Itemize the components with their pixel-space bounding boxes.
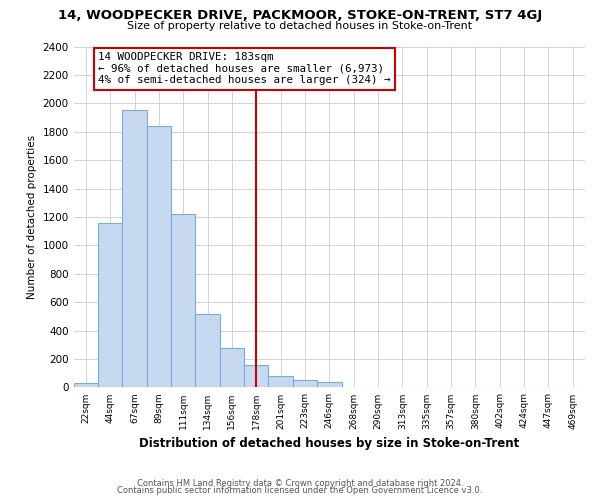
Bar — [220, 348, 244, 388]
Bar — [317, 382, 341, 388]
Text: Size of property relative to detached houses in Stoke-on-Trent: Size of property relative to detached ho… — [127, 21, 473, 31]
Bar — [74, 383, 98, 388]
Bar — [293, 380, 317, 388]
Bar — [196, 314, 220, 388]
Bar — [366, 386, 390, 388]
Text: 14, WOODPECKER DRIVE, PACKMOOR, STOKE-ON-TRENT, ST7 4GJ: 14, WOODPECKER DRIVE, PACKMOOR, STOKE-ON… — [58, 9, 542, 22]
Bar — [341, 386, 366, 388]
Bar — [98, 222, 122, 388]
Text: Contains HM Land Registry data © Crown copyright and database right 2024.: Contains HM Land Registry data © Crown c… — [137, 478, 463, 488]
Bar — [171, 214, 196, 388]
Bar — [268, 376, 293, 388]
Bar — [122, 110, 147, 388]
Y-axis label: Number of detached properties: Number of detached properties — [27, 135, 37, 299]
Text: Contains public sector information licensed under the Open Government Licence v3: Contains public sector information licen… — [118, 486, 482, 495]
Text: 14 WOODPECKER DRIVE: 183sqm
← 96% of detached houses are smaller (6,973)
4% of s: 14 WOODPECKER DRIVE: 183sqm ← 96% of det… — [98, 52, 391, 86]
Bar — [147, 126, 171, 388]
Bar — [244, 366, 268, 388]
X-axis label: Distribution of detached houses by size in Stoke-on-Trent: Distribution of detached houses by size … — [139, 437, 520, 450]
